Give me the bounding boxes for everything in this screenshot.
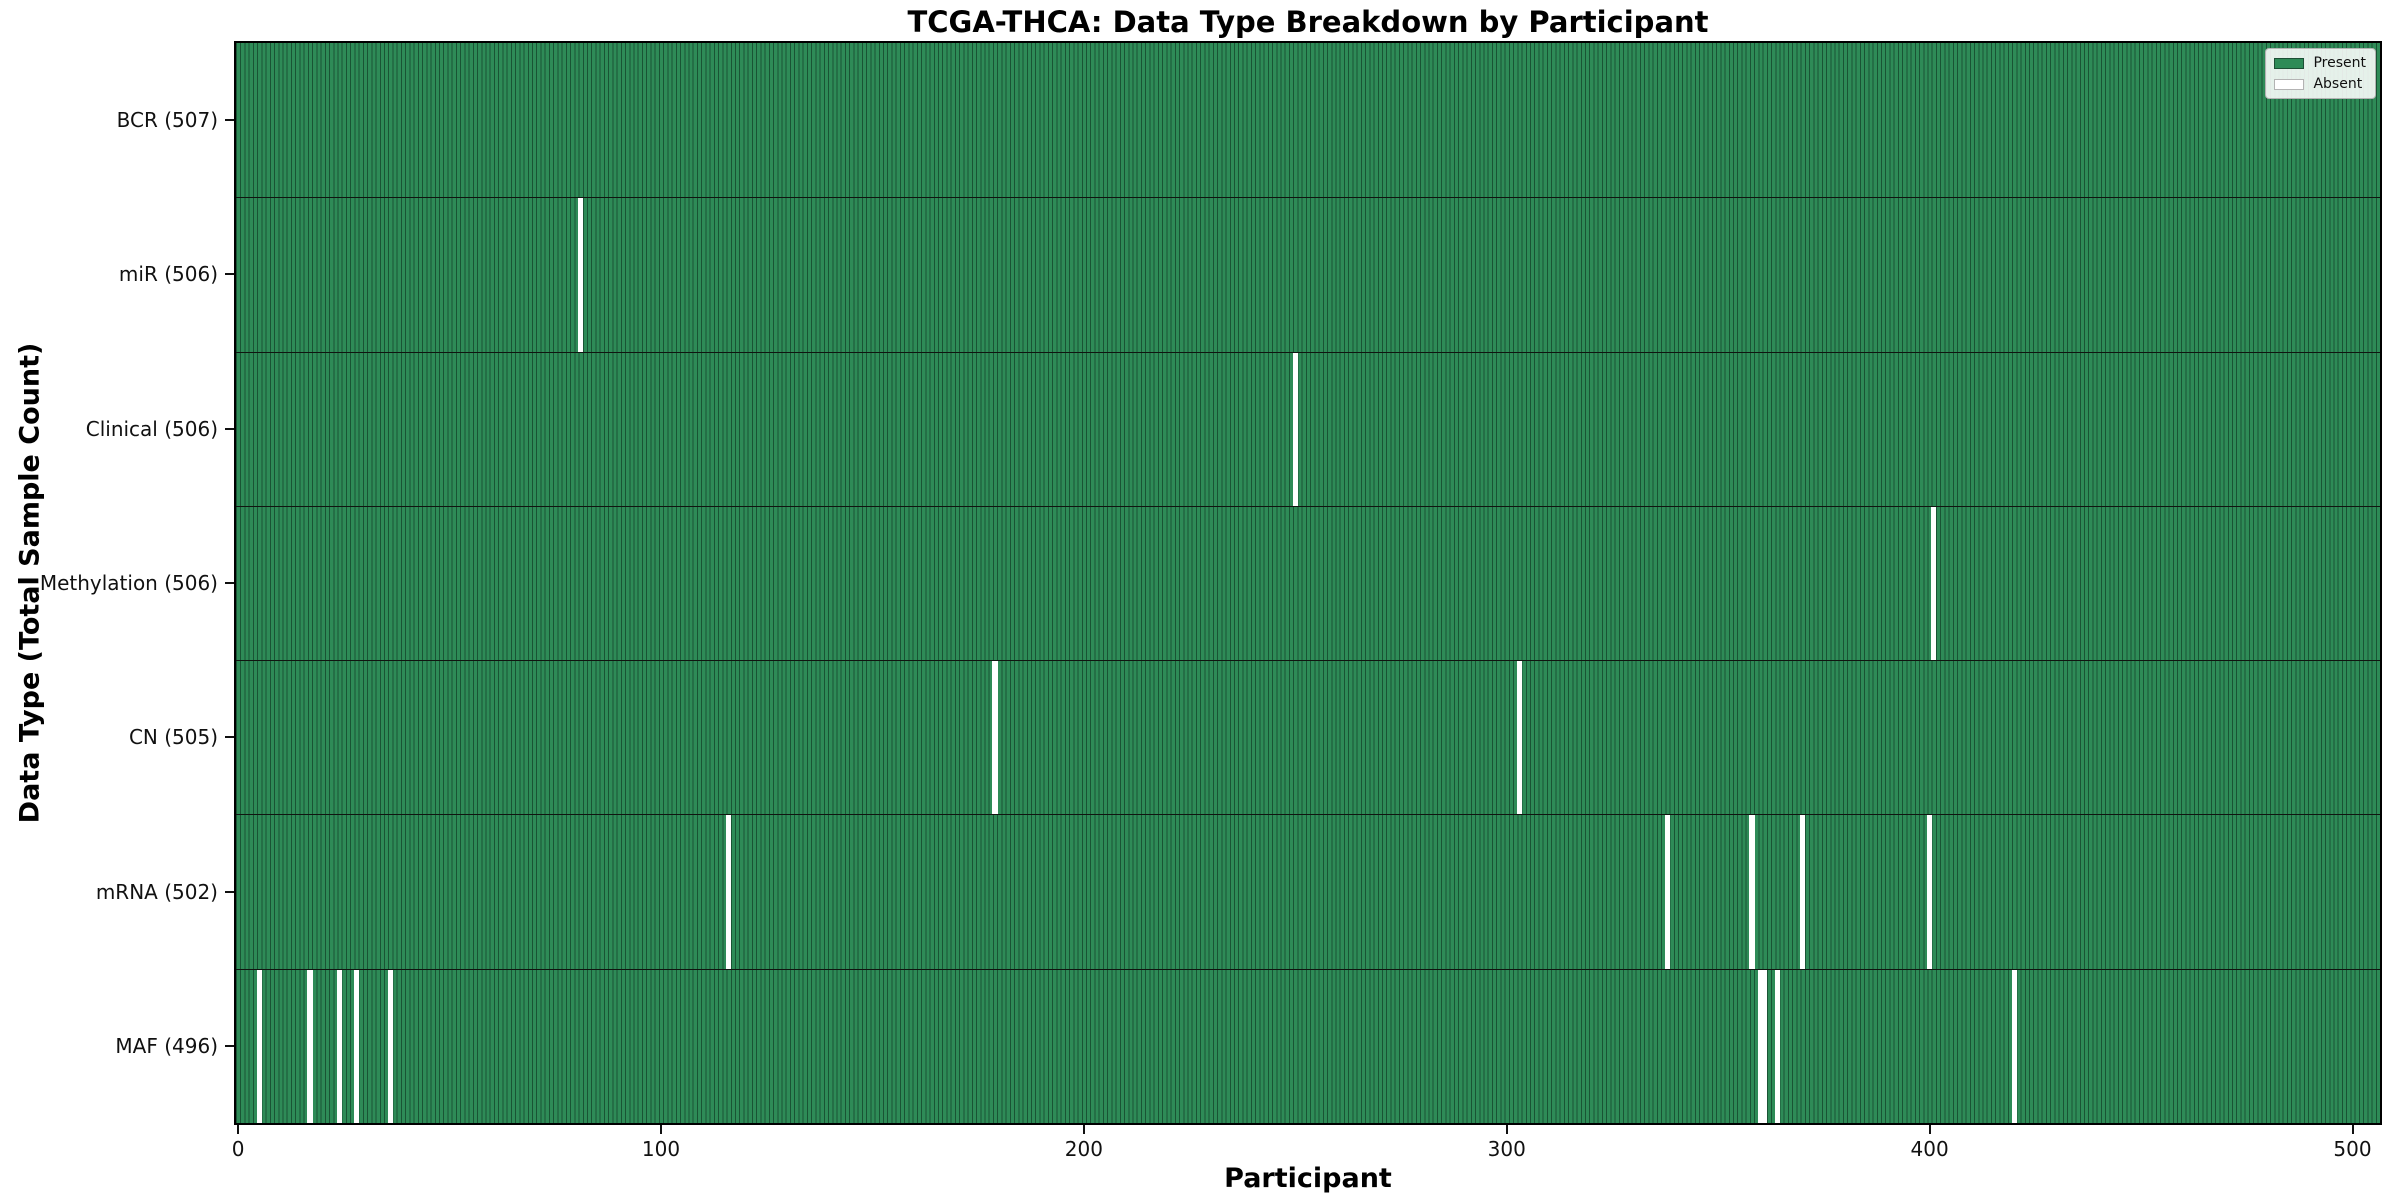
legend-label-present: Present <box>2313 55 2366 71</box>
xtick-mark-0 <box>237 1125 240 1134</box>
row-bcr <box>236 43 2380 198</box>
absent-gap-methylation-401 <box>1931 506 1937 661</box>
xtick-label-300: 300 <box>1487 1137 1526 1161</box>
ytick-label-cn: CN (505) <box>128 725 218 750</box>
ytick-label-clinical: Clinical (506) <box>85 416 218 441</box>
ytick-label-mir: miR (506) <box>118 262 218 287</box>
xtick-label-200: 200 <box>1064 1137 1103 1161</box>
row-maf <box>236 968 2380 1123</box>
xtick-label-500: 500 <box>2333 1137 2372 1161</box>
legend-label-absent: Absent <box>2313 76 2363 92</box>
ytick-label-bcr: BCR (507) <box>116 108 218 133</box>
legend-item-present: Present <box>2274 55 2366 71</box>
ytick-label-maf: MAF (496) <box>115 1033 218 1058</box>
xtick-mark-300 <box>1505 1125 1508 1134</box>
xtick-label-400: 400 <box>1910 1137 1949 1161</box>
legend: Present Absent <box>2265 48 2376 99</box>
absent-gap-maf-17 <box>307 969 313 1123</box>
absent-gap-maf-36 <box>387 969 393 1123</box>
ytick-mark-methylation <box>225 582 234 584</box>
ytick-label-mrna: mRNA (502) <box>95 879 218 904</box>
ytick-mark-maf <box>225 1044 234 1047</box>
absent-gap-clinical-250 <box>1292 352 1298 506</box>
ytick-mark-mir <box>225 273 234 276</box>
xtick-label-0: 0 <box>231 1137 245 1161</box>
absent-gap-cn-303 <box>1516 661 1523 815</box>
absent-gap-maf-361 <box>1762 969 1768 1123</box>
row-methylation <box>236 505 2380 661</box>
ytick-mark-mrna <box>225 890 234 893</box>
xtick-label-100: 100 <box>641 1137 681 1161</box>
absent-gap-mrna-400 <box>1927 815 1933 969</box>
xtick-mark-100 <box>659 1125 662 1134</box>
ytick-label-methylation: Methylation (506) <box>39 571 218 595</box>
plot-area: Present Absent <box>234 41 2382 1125</box>
legend-item-absent: Absent <box>2274 76 2366 92</box>
x-axis-label: Participant <box>1224 1163 1392 1194</box>
xtick-mark-400 <box>1928 1125 1931 1134</box>
row-mrna <box>236 814 2380 969</box>
xtick-mark-500 <box>2351 1125 2354 1134</box>
absent-gap-maf-28 <box>353 969 360 1123</box>
presence-matrix <box>236 43 2380 1123</box>
absent-gap-mir-81 <box>578 198 584 352</box>
y-axis-ticks: BCR (507) miR (506) Clinical (506) Methylat… <box>0 41 234 1125</box>
legend-swatch-absent-icon <box>2274 78 2305 90</box>
absent-gap-mrna-338 <box>1664 815 1671 969</box>
xtick-mark-200 <box>1082 1125 1085 1134</box>
absent-gap-maf-360 <box>1757 969 1764 1123</box>
absent-gap-mrna-358 <box>1749 815 1755 969</box>
absent-gap-maf-420 <box>2011 969 2017 1123</box>
absent-gap-cn-179 <box>992 661 998 815</box>
absent-gap-maf-24 <box>336 969 343 1123</box>
row-cn <box>236 660 2380 815</box>
row-mir <box>236 197 2380 352</box>
x-axis-ticks: 0 100 200 300 400 500 <box>231 1125 2382 1195</box>
absent-gap-mrna-116 <box>726 815 732 969</box>
absent-gap-maf-5 <box>256 969 262 1123</box>
ytick-mark-cn <box>225 736 234 739</box>
ytick-mark-clinical <box>225 427 234 430</box>
legend-swatch-present-icon <box>2274 57 2305 69</box>
chart-title: TCGA-THCA: Data Type Breakdown by Partic… <box>907 5 1709 39</box>
absent-gap-mrna-370 <box>1800 815 1806 969</box>
row-clinical <box>236 351 2380 506</box>
ytick-mark-bcr <box>225 119 234 122</box>
absent-gap-maf-364 <box>1774 969 1780 1123</box>
